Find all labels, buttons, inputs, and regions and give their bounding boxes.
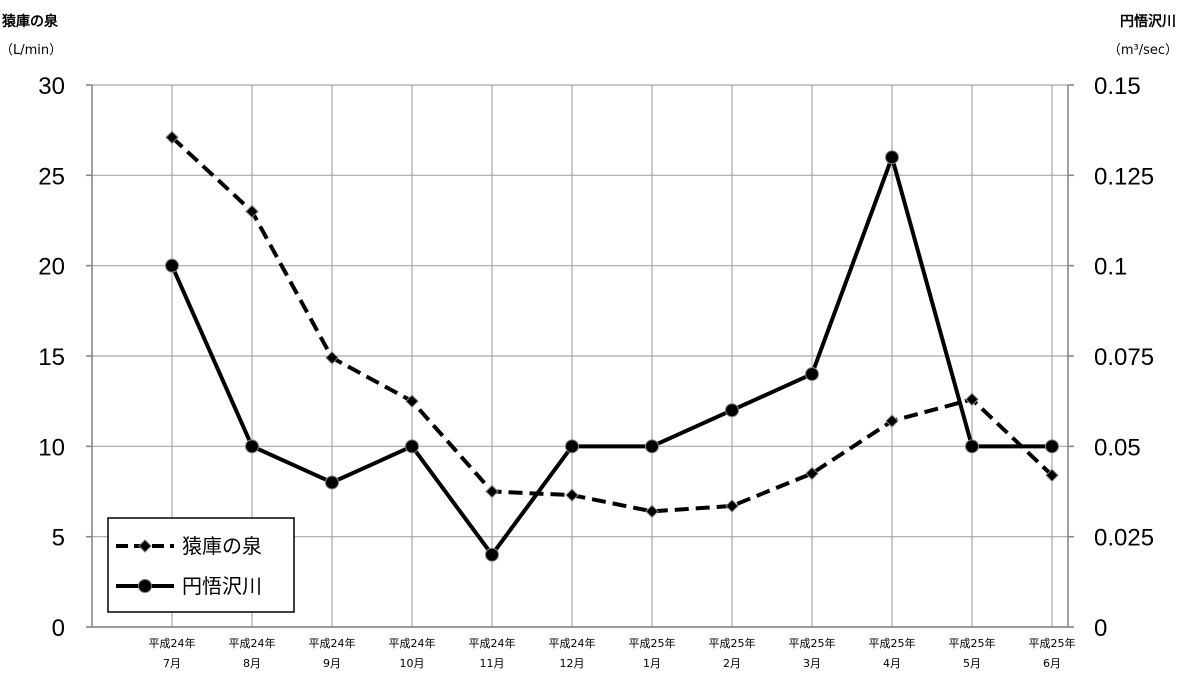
data-point-circle (645, 439, 659, 454)
right-tick-label: 0.125 (1094, 163, 1154, 190)
category-label-year: 平成25年 (949, 636, 996, 650)
right-tick-label: 0.075 (1094, 344, 1154, 371)
category-label-month: 1月 (643, 657, 661, 670)
data-point-diamond (405, 394, 419, 408)
data-point-circle (405, 439, 419, 454)
data-point-circle (805, 367, 819, 382)
data-point-diamond (965, 392, 979, 407)
data-point-circle (965, 439, 979, 454)
category-label-month: 12月 (560, 657, 585, 670)
right-tick-label: 0.05 (1094, 434, 1141, 461)
right-axis-ticks: 0 0.025 0.05 0.075 0.1 0.125 0.15 (1068, 73, 1154, 642)
right-axis-title: 円悟沢川 (1120, 13, 1176, 30)
right-tick-label: 0.15 (1094, 73, 1141, 100)
category-label-month: 3月 (803, 657, 821, 670)
category-label-year: 平成25年 (1029, 636, 1076, 650)
right-tick-label: 0.1 (1094, 254, 1127, 281)
data-point-diamond (485, 484, 499, 499)
category-label-year: 平成24年 (149, 636, 196, 650)
legend-marker-circle (138, 579, 152, 593)
right-tick-label: 0 (1094, 615, 1107, 642)
category-label-month: 9月 (323, 657, 341, 670)
legend-label-series-1: 猿庫の泉 (182, 534, 262, 558)
category-label-month: 11月 (480, 657, 505, 670)
data-point-circle (725, 403, 739, 418)
category-labels: 平成24年 7月 平成24年 8月 平成24年 9月 平成24年 10月 平成24年 11月 平成2… (149, 636, 1076, 670)
gridlines (92, 84, 1068, 628)
category-label-month: 5月 (963, 657, 981, 670)
right-tick-label: 0.025 (1094, 525, 1154, 552)
data-point-diamond (885, 414, 899, 428)
data-point-diamond (645, 504, 659, 519)
category-label-month: 7月 (163, 657, 181, 670)
data-point-diamond (245, 204, 259, 219)
data-point-diamond (1045, 468, 1059, 482)
data-point-circle (325, 475, 339, 490)
category-label-year: 平成25年 (789, 636, 836, 650)
data-point-diamond (165, 130, 179, 145)
data-point-diamond (725, 499, 739, 513)
data-point-circle (485, 547, 499, 562)
data-point-circle (1045, 439, 1059, 454)
left-tick-label: 30 (38, 73, 65, 100)
data-point-diamond (805, 466, 819, 481)
category-label-year: 平成24年 (389, 636, 436, 650)
right-axis-unit: （m³/sec） (1108, 43, 1178, 58)
data-point-circle (565, 439, 579, 454)
series-line-1 (170, 135, 1054, 514)
legend: 猿庫の泉 円悟沢川 (107, 517, 295, 613)
category-label-month: 6月 (1043, 657, 1061, 670)
data-point-diamond (325, 351, 339, 365)
left-axis-unit: （L/min） (0, 43, 62, 58)
category-label-year: 平成24年 (469, 636, 516, 650)
left-tick-label: 10 (38, 434, 65, 461)
category-label-year: 平成24年 (229, 636, 276, 650)
category-label-year: 平成24年 (309, 636, 356, 650)
category-label-year: 平成24年 (549, 636, 596, 650)
left-tick-label: 25 (38, 163, 65, 190)
category-label-month: 8月 (243, 657, 261, 670)
left-axis-title: 猿庫の泉 (1, 13, 59, 30)
series-lines (165, 130, 1059, 562)
category-label-year: 平成25年 (869, 636, 916, 650)
left-tick-label: 0 (52, 615, 65, 642)
legend-marker-diamond (138, 539, 152, 553)
legend-label-series-2: 円悟沢川 (182, 574, 262, 598)
legend-box (107, 517, 295, 613)
left-tick-label: 20 (38, 254, 65, 281)
data-point-diamond (565, 488, 579, 502)
category-label-year: 平成25年 (629, 636, 676, 650)
category-label-month: 2月 (723, 657, 741, 670)
left-axis-ticks: 0 5 10 15 20 25 30 (38, 73, 92, 642)
data-point-circle (165, 258, 179, 273)
left-tick-label: 15 (38, 344, 65, 371)
left-tick-label: 5 (52, 525, 65, 552)
category-label-month: 10月 (400, 657, 425, 670)
category-label-year: 平成25年 (709, 636, 756, 650)
category-label-month: 4月 (883, 657, 901, 670)
data-point-circle (245, 439, 259, 454)
series-line-2 (170, 155, 1052, 557)
data-point-circle (885, 150, 899, 165)
